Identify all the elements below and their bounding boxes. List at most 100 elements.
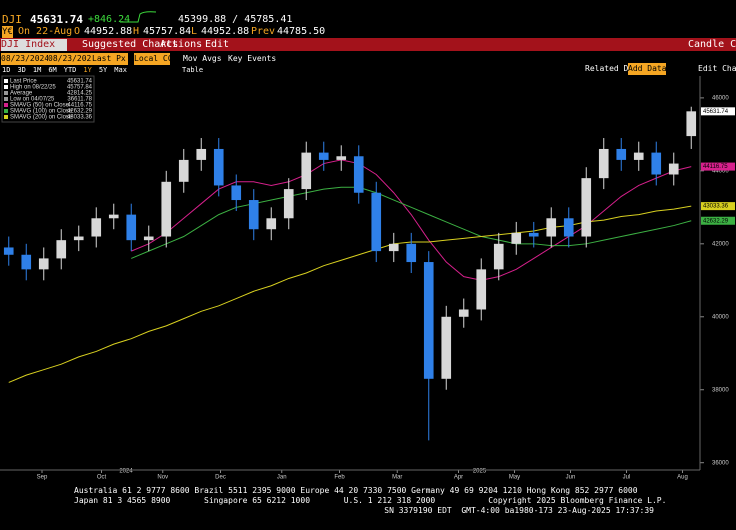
x-tick-label: Feb	[334, 475, 345, 481]
key-events[interactable]: Key Events	[228, 54, 277, 63]
candle-body	[528, 232, 539, 237]
legend-swatch	[4, 97, 8, 101]
candle-body	[563, 218, 574, 237]
x-tick-label: Oct	[97, 475, 107, 481]
legend-swatch	[4, 85, 8, 89]
field[interactable]: Last Px	[92, 53, 128, 65]
legend-label: SMAVG (50) on Close	[10, 103, 70, 109]
candle-body	[301, 152, 312, 190]
menu[interactable]: Edit	[205, 39, 230, 50]
ma-tag: 44116.75	[703, 164, 728, 170]
periods: 1D 3D 1M 6M YTD 1Y 5Y Max	[2, 64, 134, 76]
candle-body	[476, 269, 487, 310]
open-label: O	[74, 26, 81, 37]
date: On 22-Aug	[18, 26, 73, 37]
period[interactable]: 1D	[2, 66, 11, 74]
candle-body	[651, 152, 662, 175]
candle-body	[371, 192, 382, 252]
y-tick-label: 40000	[712, 314, 729, 320]
candle-body	[283, 189, 294, 219]
low-label: L	[191, 26, 198, 37]
start-date[interactable]: 08/23/2024	[1, 53, 50, 65]
candle-body	[3, 247, 14, 255]
period[interactable]: 5Y	[98, 66, 108, 74]
y-tick-label: 46000	[712, 95, 729, 101]
candle-body	[56, 240, 67, 259]
last-tag: 45631.74	[703, 109, 729, 115]
y-tick-label: 36000	[712, 460, 729, 466]
candle-body	[668, 163, 679, 175]
x-tick-label: Aug	[677, 475, 688, 481]
ma-tag-bg	[701, 162, 735, 171]
edit-chart[interactable]: Edit Chart	[698, 64, 736, 73]
mov-avgs[interactable]: Mov Avgs	[183, 54, 222, 63]
add-data[interactable]: Add Data	[628, 63, 667, 75]
candle-body	[633, 152, 644, 160]
legend-value: 42632.29	[67, 109, 93, 115]
ma-tag: 42632.29	[703, 218, 729, 224]
candle-body	[161, 181, 172, 237]
high: 45757.84	[143, 26, 192, 37]
period[interactable]: 1M	[32, 66, 42, 74]
candle-body	[511, 232, 522, 244]
x-tick-label: Jun	[566, 475, 576, 481]
candle-body	[441, 316, 452, 379]
period[interactable]: 1Y	[83, 66, 92, 74]
end-date[interactable]: 08/23/2025	[48, 53, 97, 65]
mini-chart	[120, 11, 157, 23]
mini-line	[120, 11, 157, 23]
legend-value: 42814.25	[67, 91, 93, 97]
legend-value: 45631.74	[67, 79, 93, 85]
table-button[interactable]: Table	[182, 66, 204, 74]
candle-body	[336, 156, 347, 160]
legend-label: SMAVG (100) on Close	[10, 109, 73, 115]
period[interactable]: 3D	[17, 66, 26, 74]
menu[interactable]: Suggested Charts	[82, 39, 179, 50]
candle-body	[353, 156, 364, 193]
x-tick-label: Dec	[215, 475, 226, 481]
security[interactable]: DJI Index	[1, 39, 67, 51]
candle-body	[73, 236, 84, 241]
footer-line: Japan 81 3 4565 8900 Singapore 65 6212 1…	[74, 496, 667, 505]
period[interactable]: YTD	[63, 66, 77, 74]
period[interactable]: 6M	[48, 66, 57, 74]
candle-body	[458, 309, 469, 317]
last-tag-bg	[701, 107, 735, 116]
legend-label: Low on 04/07/25	[10, 97, 55, 103]
candle-body	[231, 185, 242, 201]
ma-tag-bg	[701, 216, 735, 225]
range: 45399.88 / 45785.41	[178, 14, 293, 25]
ticker: DJI	[2, 13, 22, 26]
menu[interactable]: Actions	[160, 39, 203, 50]
year-label: 2025	[473, 469, 487, 475]
icon: Y€	[2, 26, 13, 38]
candle-body	[108, 214, 119, 219]
candle-body	[21, 254, 32, 270]
currency[interactable]: Local CCY	[134, 53, 178, 65]
candle-body	[38, 258, 49, 270]
candle-body	[616, 148, 627, 160]
last: 45631.74	[30, 13, 83, 26]
candle-body	[91, 218, 102, 237]
x-tick-label: Apr	[454, 475, 463, 481]
legend-label: High on 08/22/25	[10, 85, 56, 91]
candle-body	[248, 200, 259, 230]
y-tick-label: 44000	[712, 168, 729, 174]
legend-value: 43033.36	[67, 115, 93, 121]
legend-value: 45757.84	[67, 85, 93, 91]
moving-average	[131, 186, 692, 259]
footer: Australia 61 2 9777 8600 Brazil 5511 239…	[74, 486, 666, 516]
prev-label: Prev	[251, 26, 276, 37]
high-label: H	[133, 26, 140, 37]
candle-body	[143, 236, 154, 241]
candle-body	[686, 111, 697, 137]
legend-label: Average	[10, 91, 33, 97]
candle-body	[598, 148, 609, 179]
period[interactable]: Max	[114, 66, 127, 74]
moving-average	[131, 159, 692, 281]
candle-body	[423, 262, 434, 379]
candle-body	[213, 148, 224, 186]
prev: 44785.50	[277, 26, 326, 37]
candle-body	[388, 243, 399, 252]
